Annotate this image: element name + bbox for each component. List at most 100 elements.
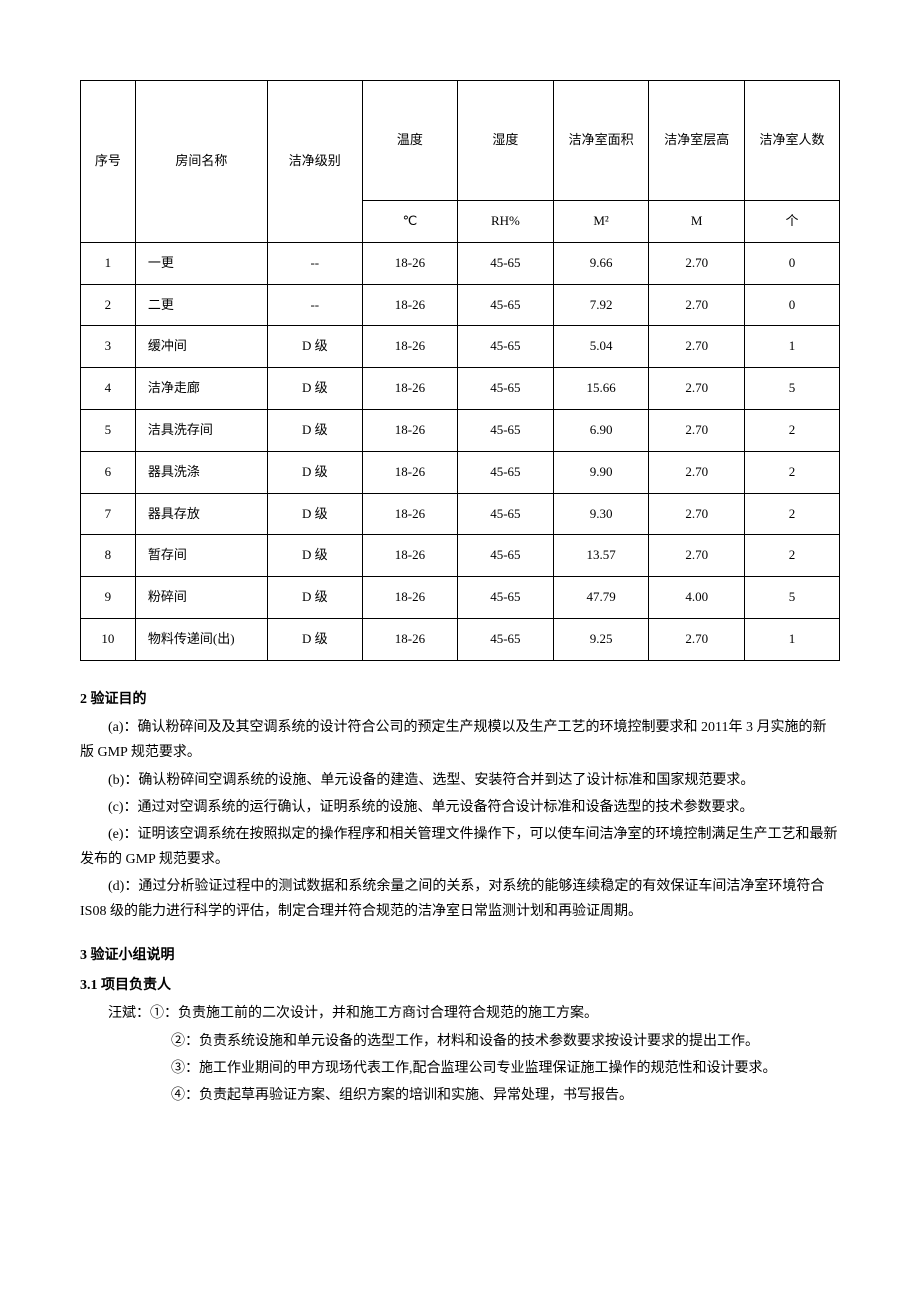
cell-name: 二更 [135, 284, 267, 326]
cell-area: 15.66 [553, 368, 649, 410]
table-row: 7器具存放D 级18-2645-659.302.702 [81, 493, 840, 535]
section2-a: (a)：确认粉碎间及及其空调系统的设计符合公司的预定生产规模以及生产工艺的环境控… [80, 715, 840, 765]
cell-level: D 级 [267, 368, 362, 410]
cell-people: 1 [744, 326, 839, 368]
header-level: 洁净级别 [267, 81, 362, 243]
cell-temp: 18-26 [362, 409, 457, 451]
cell-seq: 8 [81, 535, 136, 577]
section3-1-item4: ④：负责起草再验证方案、组织方案的培训和实施、异常处理，书写报告。 [80, 1083, 840, 1108]
table-body: 1一更--18-2645-659.662.7002二更--18-2645-657… [81, 242, 840, 660]
cell-seq: 7 [81, 493, 136, 535]
cell-humid: 45-65 [458, 493, 554, 535]
cell-seq: 3 [81, 326, 136, 368]
cell-height: 2.70 [649, 618, 744, 660]
cell-people: 2 [744, 493, 839, 535]
cell-area: 9.66 [553, 242, 649, 284]
cell-temp: 18-26 [362, 618, 457, 660]
cell-name: 器具存放 [135, 493, 267, 535]
cell-level: D 级 [267, 535, 362, 577]
cell-area: 6.90 [553, 409, 649, 451]
section3-1-lead: 汪斌：①：负责施工前的二次设计，并和施工方商讨合理符合规范的施工方案。 [80, 1001, 840, 1026]
table-row: 4洁净走廊D 级18-2645-6515.662.705 [81, 368, 840, 410]
cell-temp: 18-26 [362, 284, 457, 326]
unit-temp: ℃ [362, 201, 457, 243]
header-seq: 序号 [81, 81, 136, 243]
cell-people: 5 [744, 368, 839, 410]
header-temp: 温度 [362, 81, 457, 201]
room-parameters-table: 序号 房间名称 洁净级别 温度 湿度 洁净室面积 洁净室层高 洁净室人数 ℃ R… [80, 80, 840, 661]
section2-e: (e)：证明该空调系统在按照拟定的操作程序和相关管理文件操作下，可以使车间洁净室… [80, 822, 840, 872]
cell-seq: 10 [81, 618, 136, 660]
table-row: 9粉碎间D 级18-2645-6547.794.005 [81, 577, 840, 619]
cell-area: 9.30 [553, 493, 649, 535]
cell-people: 0 [744, 242, 839, 284]
cell-temp: 18-26 [362, 242, 457, 284]
section3-1-item2: ②：负责系统设施和单元设备的选型工作，材料和设备的技术参数要求按设计要求的提出工… [80, 1029, 840, 1054]
cell-humid: 45-65 [458, 451, 554, 493]
header-name: 房间名称 [135, 81, 267, 243]
cell-height: 2.70 [649, 493, 744, 535]
cell-height: 4.00 [649, 577, 744, 619]
cell-height: 2.70 [649, 368, 744, 410]
cell-level: D 级 [267, 409, 362, 451]
unit-area: M² [553, 201, 649, 243]
cell-height: 2.70 [649, 326, 744, 368]
cell-people: 2 [744, 409, 839, 451]
cell-height: 2.70 [649, 409, 744, 451]
cell-area: 9.25 [553, 618, 649, 660]
cell-temp: 18-26 [362, 451, 457, 493]
table-header-row: 序号 房间名称 洁净级别 温度 湿度 洁净室面积 洁净室层高 洁净室人数 [81, 81, 840, 201]
cell-seq: 5 [81, 409, 136, 451]
cell-seq: 1 [81, 242, 136, 284]
cell-seq: 2 [81, 284, 136, 326]
cell-level: D 级 [267, 493, 362, 535]
unit-height: M [649, 201, 744, 243]
header-area: 洁净室面积 [553, 81, 649, 201]
cell-people: 2 [744, 451, 839, 493]
section3-1-title: 3.1 项目负责人 [80, 975, 840, 997]
cell-level: D 级 [267, 451, 362, 493]
table-row: 6器具洗涤D 级18-2645-659.902.702 [81, 451, 840, 493]
cell-humid: 45-65 [458, 577, 554, 619]
unit-humid: RH% [458, 201, 554, 243]
cell-level: D 级 [267, 577, 362, 619]
table-row: 10物料传递间(出)D 级18-2645-659.252.701 [81, 618, 840, 660]
cell-people: 0 [744, 284, 839, 326]
cell-name: 洁具洗存间 [135, 409, 267, 451]
cell-people: 2 [744, 535, 839, 577]
header-people: 洁净室人数 [744, 81, 839, 201]
cell-area: 5.04 [553, 326, 649, 368]
unit-people: 个 [744, 201, 839, 243]
cell-humid: 45-65 [458, 284, 554, 326]
cell-name: 缓冲间 [135, 326, 267, 368]
cell-name: 器具洗涤 [135, 451, 267, 493]
cell-temp: 18-26 [362, 326, 457, 368]
table-row: 1一更--18-2645-659.662.700 [81, 242, 840, 284]
cell-area: 13.57 [553, 535, 649, 577]
section2-c: (c)：通过对空调系统的运行确认，证明系统的设施、单元设备符合设计标准和设备选型… [80, 795, 840, 820]
cell-area: 9.90 [553, 451, 649, 493]
header-humid: 湿度 [458, 81, 554, 201]
cell-height: 2.70 [649, 535, 744, 577]
cell-people: 1 [744, 618, 839, 660]
cell-humid: 45-65 [458, 242, 554, 284]
cell-level: -- [267, 242, 362, 284]
cell-area: 47.79 [553, 577, 649, 619]
cell-seq: 4 [81, 368, 136, 410]
cell-humid: 45-65 [458, 409, 554, 451]
cell-name: 暂存间 [135, 535, 267, 577]
cell-temp: 18-26 [362, 368, 457, 410]
cell-name: 一更 [135, 242, 267, 284]
cell-area: 7.92 [553, 284, 649, 326]
cell-temp: 18-26 [362, 577, 457, 619]
section2-d: (d)：通过分析验证过程中的测试数据和系统余量之间的关系，对系统的能够连续稳定的… [80, 874, 840, 924]
cell-level: D 级 [267, 326, 362, 368]
cell-seq: 9 [81, 577, 136, 619]
table-row: 2二更--18-2645-657.922.700 [81, 284, 840, 326]
cell-name: 粉碎间 [135, 577, 267, 619]
cell-height: 2.70 [649, 451, 744, 493]
cell-name: 物料传递间(出) [135, 618, 267, 660]
table-row: 5洁具洗存间D 级18-2645-656.902.702 [81, 409, 840, 451]
section3-title: 3 验证小组说明 [80, 945, 840, 967]
cell-height: 2.70 [649, 284, 744, 326]
